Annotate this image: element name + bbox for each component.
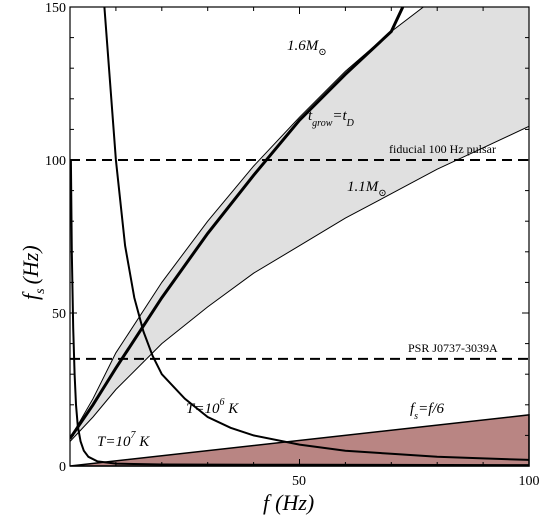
hline-label-psr: PSR J0737-3039A bbox=[408, 341, 498, 355]
y-tick-label: 150 bbox=[45, 1, 66, 16]
label-fs-f6: fs=f/6 bbox=[410, 401, 445, 422]
hline-label-fiducial: fiducial 100 Hz pulsar bbox=[389, 142, 496, 156]
annotation-1.6msun: 1.6M⊙ bbox=[287, 38, 327, 58]
x-tick-label: 50 bbox=[292, 474, 306, 489]
x-axis-title: f (Hz) bbox=[263, 490, 314, 515]
chart-text: 1.6M⊙ 1.1M⊙ tgrow=tD T=106 K T=107 K fs=… bbox=[18, 1, 540, 515]
mass-band bbox=[70, 7, 529, 442]
curve-T-1e7 bbox=[70, 159, 529, 466]
y-tick-label: 50 bbox=[52, 307, 66, 322]
plot-area bbox=[69, 6, 530, 467]
label-T-1e7: T=107 K bbox=[97, 430, 150, 450]
band-lower-edge bbox=[70, 125, 529, 442]
label-tgrow-tD: tgrow=tD bbox=[308, 108, 355, 129]
y-tick-label: 100 bbox=[45, 154, 66, 169]
curve-T-1e6 bbox=[103, 7, 529, 461]
x-tick-label: 100 bbox=[519, 474, 540, 489]
curve-tgrow-tD bbox=[70, 7, 405, 440]
label-T-1e6: T=106 K bbox=[186, 397, 239, 417]
annotation-1.1msun: 1.1M⊙ bbox=[347, 179, 387, 199]
y-axis-title: fs(Hz) bbox=[18, 245, 48, 300]
y-tick-label: 0 bbox=[59, 460, 66, 475]
